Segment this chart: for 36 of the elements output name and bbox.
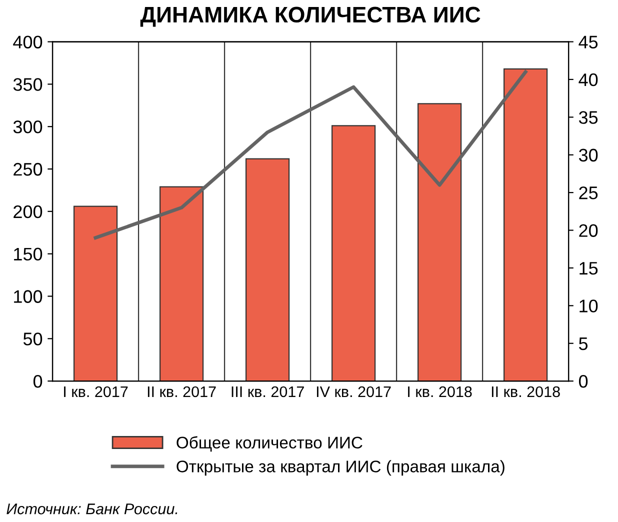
bar xyxy=(159,186,204,382)
y2-tick-label: 15 xyxy=(580,262,598,275)
y2-tick-label: 30 xyxy=(578,148,598,162)
bar xyxy=(245,158,290,382)
text: Источник: Банк России. xyxy=(6,504,178,514)
x-tick-label: I кв. 2017 xyxy=(64,386,128,398)
line-series xyxy=(94,70,528,240)
y-tick-label: 250 xyxy=(14,162,42,176)
x-tick-label: I кв. 2018 xyxy=(408,386,472,398)
y2-tick-label: 10 xyxy=(580,300,598,312)
x-tick-label: IV кв. 2017 xyxy=(316,386,391,398)
y2-tick-label: 35 xyxy=(578,111,598,124)
y2-tick-label: 20 xyxy=(579,224,598,237)
y-tick-label: 50 xyxy=(23,332,42,346)
legend-label: Общее количество ИИС xyxy=(176,436,362,452)
x-tick-label: II кв. 2017 xyxy=(148,386,216,398)
x-tick-label: III кв. 2017 xyxy=(232,386,304,398)
legend-label: Открытые за квартал ИИС (правая шкала) xyxy=(176,460,504,476)
bar xyxy=(504,68,548,382)
bar xyxy=(417,103,462,382)
y2-tick-label: 0 xyxy=(578,374,588,388)
y-tick-label: 150 xyxy=(14,248,42,261)
y-tick-label: 100 xyxy=(14,290,42,303)
y2-tick-label: 5 xyxy=(579,337,588,350)
y2-tick-label: 40 xyxy=(578,73,598,86)
chart-title: ДИНАМИКА КОЛИЧЕСТВА ИИС xyxy=(140,6,480,27)
y-tick-label: 0 xyxy=(33,374,42,388)
y2-tick-label: 25 xyxy=(579,186,598,200)
y-tick-label: 400 xyxy=(13,36,42,48)
y-tick-label: 300 xyxy=(13,120,42,134)
y-tick-label: 350 xyxy=(13,78,42,91)
bar xyxy=(331,125,376,382)
y-tick-label: 200 xyxy=(14,205,42,218)
x-tick-label: II кв. 2018 xyxy=(492,386,560,398)
y2-tick-label: 45 xyxy=(578,36,598,48)
bar xyxy=(73,206,118,382)
